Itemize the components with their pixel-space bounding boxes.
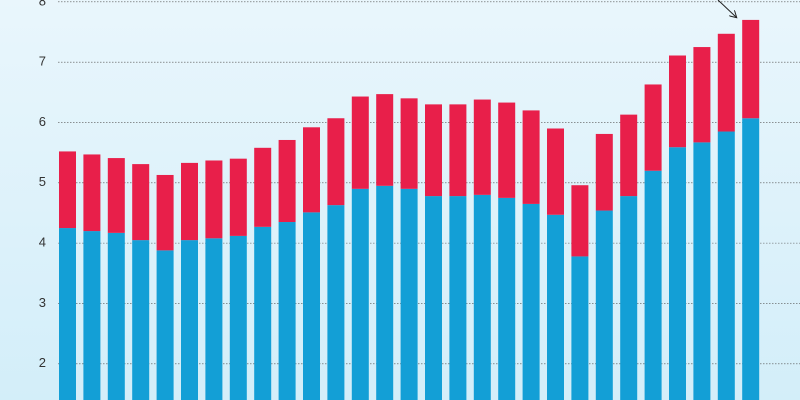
bar-segment bbox=[205, 160, 223, 239]
bar-segment bbox=[376, 185, 394, 400]
bar-segment bbox=[254, 147, 272, 227]
y-tick-label: 7 bbox=[39, 54, 46, 69]
bar-segment bbox=[498, 102, 516, 198]
bar-segment bbox=[595, 133, 613, 211]
bar-segment bbox=[83, 231, 101, 400]
bar-segment bbox=[181, 162, 198, 241]
bar-segment bbox=[303, 212, 320, 400]
bar-segment bbox=[473, 99, 491, 195]
bar-segment bbox=[669, 147, 686, 400]
bar-segment bbox=[132, 164, 150, 241]
bar-segment bbox=[278, 139, 296, 223]
bar-segment bbox=[742, 19, 760, 119]
bar-segment bbox=[547, 128, 564, 215]
bar-segment bbox=[620, 114, 638, 197]
bar-segment bbox=[181, 240, 198, 400]
bar-segment bbox=[59, 151, 76, 229]
bar-segment bbox=[229, 158, 247, 236]
bar-segment bbox=[254, 226, 272, 400]
bar-segment bbox=[278, 222, 296, 400]
bar-segment bbox=[547, 214, 564, 400]
bar-segment bbox=[693, 142, 711, 400]
bar-segment bbox=[303, 127, 320, 213]
bar-segment bbox=[449, 104, 467, 197]
y-tick-label: 5 bbox=[39, 174, 46, 189]
bar-segment bbox=[522, 203, 540, 400]
bar-segment bbox=[644, 84, 662, 171]
bar-segment bbox=[498, 197, 516, 400]
bar-segment bbox=[156, 174, 174, 251]
bar-segment bbox=[522, 110, 540, 204]
bar-segment bbox=[717, 33, 735, 132]
y-tick-label: 6 bbox=[39, 114, 46, 129]
bar-segment bbox=[425, 104, 442, 197]
bar-segment bbox=[132, 240, 150, 400]
bar-segment bbox=[59, 228, 76, 400]
y-tick-label: 8 bbox=[39, 0, 46, 8]
bar-segment bbox=[425, 196, 442, 400]
bar-segment bbox=[83, 154, 101, 232]
bar-segment bbox=[376, 94, 394, 186]
bar-segment bbox=[644, 170, 662, 400]
annotation-arrow bbox=[717, 0, 736, 17]
bar-segment bbox=[449, 196, 467, 400]
bar-segment bbox=[107, 232, 125, 400]
bar-segment bbox=[669, 55, 686, 148]
bar-segment bbox=[351, 188, 369, 400]
bar-segment bbox=[571, 185, 589, 257]
bar-segment bbox=[205, 238, 223, 400]
y-tick-label: 2 bbox=[39, 355, 46, 370]
bar-segment bbox=[620, 196, 638, 400]
y-tick-label: 4 bbox=[39, 235, 46, 250]
bar-segment bbox=[229, 235, 247, 400]
bar-segment bbox=[473, 194, 491, 400]
bar-segment bbox=[693, 47, 711, 143]
y-tick-label: 3 bbox=[39, 295, 46, 310]
bar-segment bbox=[327, 205, 345, 400]
bar-segment bbox=[717, 131, 735, 400]
bar-segment bbox=[107, 158, 125, 233]
bar-segment bbox=[327, 118, 345, 206]
bar-segment bbox=[400, 98, 418, 189]
bar-segment bbox=[351, 96, 369, 189]
bar-segment bbox=[595, 210, 613, 400]
bar-segment bbox=[571, 256, 589, 400]
bar-segment bbox=[742, 118, 760, 400]
bar-segment bbox=[156, 250, 174, 400]
bar-segment bbox=[400, 188, 418, 400]
